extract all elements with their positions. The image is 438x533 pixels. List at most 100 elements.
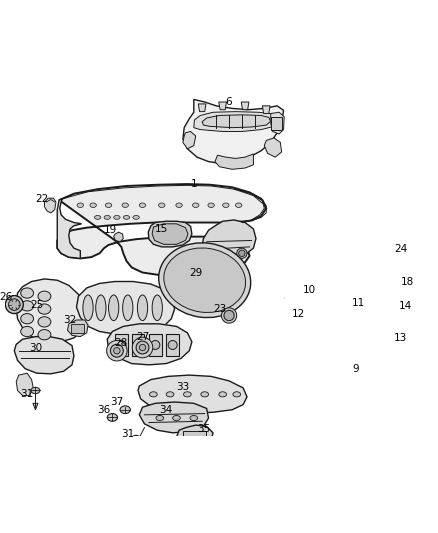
Polygon shape (304, 307, 366, 350)
Polygon shape (139, 402, 208, 433)
Bar (406, 283, 411, 295)
Ellipse shape (389, 342, 396, 349)
Bar (71, 324, 84, 333)
Text: 34: 34 (159, 405, 173, 415)
Ellipse shape (106, 341, 127, 361)
Text: 33: 33 (176, 382, 190, 392)
Text: 35: 35 (197, 424, 210, 434)
Text: 28: 28 (115, 338, 128, 348)
Text: 37: 37 (110, 397, 124, 407)
Ellipse shape (184, 392, 191, 397)
Text: 10: 10 (303, 285, 316, 295)
Ellipse shape (123, 295, 133, 321)
Ellipse shape (221, 308, 237, 323)
Ellipse shape (152, 295, 162, 321)
Text: 32: 32 (64, 315, 77, 325)
Polygon shape (77, 281, 175, 334)
Bar (149, 334, 162, 356)
Polygon shape (286, 282, 356, 310)
Polygon shape (148, 221, 192, 247)
Ellipse shape (117, 341, 126, 350)
Text: 26: 26 (0, 292, 13, 302)
Ellipse shape (151, 341, 160, 350)
Bar (272, 117, 282, 130)
Ellipse shape (104, 215, 110, 219)
Ellipse shape (387, 341, 398, 351)
Ellipse shape (223, 203, 229, 207)
Polygon shape (219, 102, 226, 110)
Ellipse shape (38, 317, 51, 327)
Bar (131, 334, 145, 356)
Text: 23: 23 (213, 304, 227, 314)
Text: 30: 30 (29, 343, 42, 352)
Polygon shape (33, 403, 38, 410)
Text: 9: 9 (353, 364, 359, 374)
Ellipse shape (96, 295, 106, 321)
Text: 24: 24 (394, 245, 407, 254)
Ellipse shape (21, 288, 34, 298)
Ellipse shape (107, 414, 117, 421)
Ellipse shape (21, 301, 34, 311)
Ellipse shape (139, 203, 146, 207)
Bar (375, 280, 423, 298)
Ellipse shape (132, 435, 140, 440)
Polygon shape (319, 358, 373, 392)
Ellipse shape (114, 215, 120, 219)
Text: 12: 12 (292, 309, 305, 319)
Ellipse shape (164, 248, 246, 312)
Ellipse shape (237, 248, 247, 259)
Polygon shape (305, 317, 322, 326)
Ellipse shape (90, 203, 96, 207)
Ellipse shape (31, 387, 40, 394)
Polygon shape (114, 232, 123, 242)
Ellipse shape (133, 215, 139, 219)
Ellipse shape (224, 310, 234, 321)
Bar (115, 334, 128, 356)
Ellipse shape (156, 416, 164, 421)
Bar (415, 283, 420, 295)
Bar (399, 309, 404, 321)
Text: 29: 29 (189, 268, 202, 278)
Ellipse shape (190, 416, 198, 421)
Ellipse shape (21, 326, 34, 337)
Polygon shape (107, 324, 192, 365)
Ellipse shape (208, 203, 214, 207)
Ellipse shape (110, 344, 123, 357)
Text: 11: 11 (352, 298, 365, 308)
Polygon shape (369, 298, 420, 328)
Ellipse shape (132, 337, 153, 358)
Ellipse shape (38, 304, 51, 314)
Bar (375, 306, 415, 324)
Polygon shape (369, 272, 428, 303)
Polygon shape (202, 115, 271, 127)
Ellipse shape (201, 392, 208, 397)
Polygon shape (67, 320, 88, 337)
Ellipse shape (176, 203, 182, 207)
Text: 18: 18 (401, 277, 414, 287)
Ellipse shape (166, 392, 174, 397)
Ellipse shape (173, 416, 180, 421)
Ellipse shape (139, 344, 146, 351)
Ellipse shape (122, 203, 128, 207)
Polygon shape (16, 373, 34, 395)
Text: 1: 1 (191, 179, 197, 189)
Ellipse shape (136, 341, 149, 354)
Ellipse shape (233, 392, 240, 397)
Bar (380, 283, 385, 295)
Bar (388, 283, 393, 295)
Ellipse shape (123, 215, 130, 219)
Bar (397, 283, 402, 295)
Ellipse shape (109, 295, 119, 321)
Polygon shape (202, 220, 256, 260)
Bar (407, 309, 413, 321)
Polygon shape (16, 279, 87, 342)
Ellipse shape (236, 203, 242, 207)
Polygon shape (133, 440, 139, 447)
Text: 36: 36 (97, 405, 111, 415)
Ellipse shape (83, 295, 93, 321)
Ellipse shape (134, 341, 142, 350)
Text: 19: 19 (104, 225, 117, 235)
Polygon shape (138, 375, 247, 413)
Text: 31: 31 (121, 429, 134, 439)
Ellipse shape (105, 203, 112, 207)
